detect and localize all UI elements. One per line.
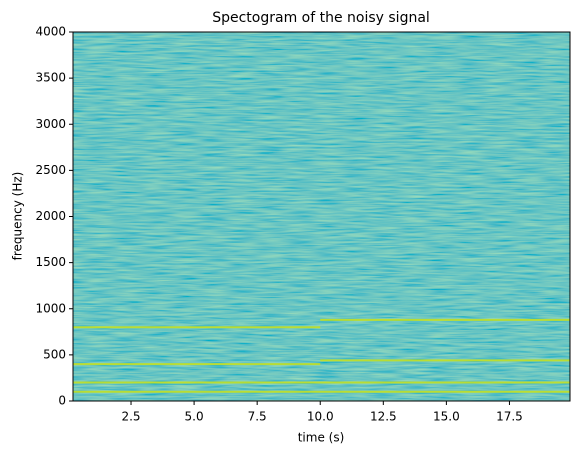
x-tick-label: 15.0 [433,410,460,424]
y-tick-label: 2500 [35,163,66,177]
y-tick-label: 0 [58,394,66,408]
y-tick-label: 3000 [35,117,66,131]
y-axis-label: frequency (Hz) [11,172,25,261]
y-tick-label: 3500 [35,71,66,85]
y-tick-label: 4000 [35,25,66,39]
y-tick-label: 1000 [35,301,66,315]
chart-title: Spectogram of the noisy signal [212,10,430,26]
spectrogram-noise [73,32,570,401]
x-tick-label: 5.0 [185,410,204,424]
y-tick-label: 2000 [35,209,66,223]
x-tick-label: 2.5 [121,410,140,424]
x-tick-label: 7.5 [248,410,267,424]
x-axis-label: time (s) [298,431,345,445]
x-tick-label: 10.0 [307,410,334,424]
x-tick-label: 12.5 [370,410,397,424]
y-tick-label: 500 [43,347,66,361]
x-tick-label: 17.5 [496,410,523,424]
y-tick-label: 1500 [35,255,66,269]
